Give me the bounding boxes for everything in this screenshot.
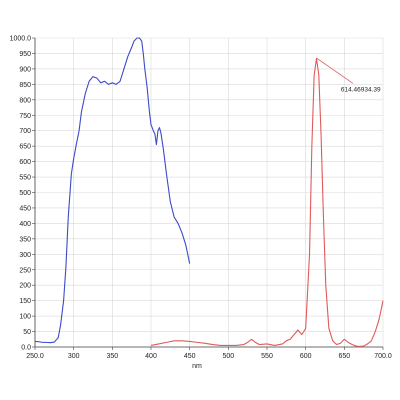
y-tick-label: 100	[19, 314, 31, 321]
x-tick-label: 250.0	[26, 353, 44, 360]
series-line-emission	[150, 57, 384, 347]
y-tick-label: 650	[19, 144, 31, 151]
x-tick-label: 600	[300, 353, 312, 360]
y-tick-label: 450	[19, 205, 31, 212]
y-tick-label: 400	[19, 221, 31, 228]
annotation-label: 614.46934.39	[341, 86, 381, 93]
y-tick-label: 800	[19, 97, 31, 104]
y-tick-label: 1000.0	[10, 36, 32, 43]
annotations: 614.46934.39	[316, 57, 381, 93]
annotation-leader-line	[316, 57, 354, 84]
x-tick-label: 550	[261, 353, 273, 360]
data-series	[34, 37, 384, 347]
y-tick-label: 300	[19, 252, 31, 259]
x-tick-label: 500	[222, 353, 234, 360]
y-tick-label: 550	[19, 175, 31, 182]
y-tick-label: 0.0	[21, 345, 31, 352]
series-line-excitation	[34, 37, 191, 344]
y-tick-label: 350	[19, 236, 31, 243]
y-tick-label: 250	[19, 267, 31, 274]
x-tick-label: 700.0	[374, 353, 392, 360]
y-tick-label: 950	[19, 51, 31, 58]
y-tick-label: 50	[23, 329, 31, 336]
y-tick-label: 200	[19, 283, 31, 290]
x-tick-label: 350	[106, 353, 118, 360]
y-tick-label: 500	[19, 190, 31, 197]
x-tick-label: 450	[184, 353, 196, 360]
x-axis-label: nm	[192, 363, 202, 370]
y-tick-label: 600	[19, 159, 31, 166]
y-tick-label: 750	[19, 113, 31, 120]
tick-labels: 250.0 300 350 400 450 500 550 600 650 700.0 0.0 50 1…	[10, 36, 392, 371]
grid-lines	[34, 37, 384, 348]
y-tick-label: 150	[19, 298, 31, 305]
y-tick-label: 850	[19, 82, 31, 89]
x-tick-label: 650	[338, 353, 350, 360]
y-tick-label: 700	[19, 128, 31, 135]
x-tick-label: 400	[145, 353, 157, 360]
y-tick-label: 900	[19, 66, 31, 73]
axes	[32, 37, 384, 350]
x-tick-label: 300	[68, 353, 80, 360]
